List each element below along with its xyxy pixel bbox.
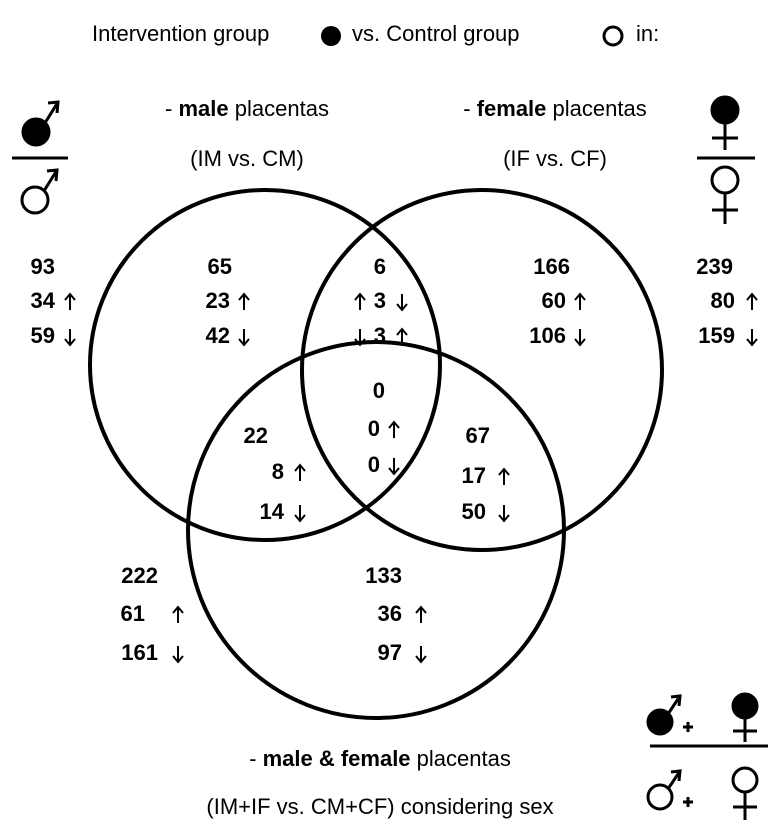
female-cross	[733, 718, 757, 742]
arrow-down	[415, 646, 427, 664]
header-suffix: in:	[636, 21, 659, 46]
region-total: 67	[466, 423, 490, 448]
region-count: 97	[378, 640, 402, 665]
female-open	[710, 165, 740, 195]
arrow-down	[388, 458, 400, 476]
region-total: 133	[365, 563, 402, 588]
male-filled	[646, 708, 674, 736]
header-intervention: Intervention group	[92, 21, 269, 46]
arrow-up	[64, 292, 76, 310]
female-open	[731, 766, 759, 794]
plus	[683, 797, 693, 807]
region-count: 17	[462, 463, 486, 488]
region-count: 36	[378, 601, 402, 626]
arrow-up	[238, 292, 250, 310]
set-label: - male & female placentas	[249, 746, 511, 771]
region-count: 0	[368, 416, 380, 441]
male-symbol-fraction	[12, 100, 68, 215]
arrow-up	[574, 292, 586, 310]
region-count: 60	[542, 288, 566, 313]
dash: -	[165, 96, 172, 121]
male-arrow	[666, 694, 682, 715]
female-circle	[300, 188, 664, 552]
region-count: 159	[698, 323, 735, 348]
region-total: 166	[533, 254, 570, 279]
region-total: 93	[31, 254, 55, 279]
arrow-down	[238, 329, 250, 347]
arrow-down	[354, 329, 366, 347]
arrow-down	[498, 505, 510, 523]
region-total: 0	[373, 378, 385, 403]
region-total: 6	[374, 254, 386, 279]
set-comparison: (IM vs. CM)	[190, 146, 304, 171]
set-label: - female placentas	[463, 96, 646, 121]
female-symbol-fraction	[697, 95, 755, 224]
region-count: 61	[121, 601, 145, 626]
region-total: 22	[244, 423, 268, 448]
female-cross	[712, 123, 738, 150]
arrow-up	[388, 420, 400, 438]
arrow-down	[294, 505, 306, 523]
male-arrow	[42, 168, 59, 192]
region-total: 239	[696, 254, 733, 279]
region-count: 106	[529, 323, 566, 348]
arrow-up	[396, 327, 408, 345]
combined-circle	[186, 340, 566, 720]
male-arrow	[43, 100, 60, 124]
male-open	[20, 185, 50, 215]
arrow-up	[354, 292, 366, 310]
rest: placentas	[417, 746, 511, 771]
region-total: 222	[121, 563, 158, 588]
region-count: 161	[121, 640, 158, 665]
dash: -	[463, 96, 470, 121]
region-count: 23	[206, 288, 230, 313]
arrow-up	[498, 467, 510, 485]
region-count: 14	[260, 499, 285, 524]
open-circle-icon	[602, 25, 624, 47]
female-cross	[712, 193, 738, 224]
male-open	[646, 783, 674, 811]
female-filled	[731, 692, 759, 720]
region-count: 50	[462, 499, 486, 524]
set-label: - male placentas	[165, 96, 329, 121]
filled-circle-icon	[321, 26, 341, 46]
region-total: 65	[208, 254, 232, 279]
male-circle	[88, 188, 442, 542]
region-count: 42	[206, 323, 230, 348]
venn-circles	[88, 188, 664, 720]
male-filled	[21, 117, 51, 147]
arrow-up	[415, 605, 427, 623]
rest: placentas	[235, 96, 329, 121]
female-cross	[733, 792, 757, 820]
header-control: vs. Control group	[352, 21, 520, 46]
arrow-down	[574, 329, 586, 347]
region-count: 59	[31, 323, 55, 348]
bold: male & female	[263, 746, 411, 771]
arrow-down	[172, 646, 184, 664]
bold: male	[178, 96, 228, 121]
rest: placentas	[553, 96, 647, 121]
bold: female	[477, 96, 547, 121]
arrow-down	[746, 329, 758, 347]
region-count: 34	[31, 288, 56, 313]
plus	[683, 722, 693, 732]
arrow-down	[64, 329, 76, 347]
arrow-up	[172, 605, 184, 623]
arrow-down	[396, 294, 408, 312]
region-count: 0	[368, 452, 380, 477]
region-count: 80	[711, 288, 735, 313]
combined-symbol-fraction	[646, 692, 768, 820]
set-comparison: (IM+IF vs. CM+CF) considering sex	[206, 794, 553, 819]
dash: -	[249, 746, 256, 771]
male-arrow	[666, 769, 682, 790]
set-comparison: (IF vs. CF)	[503, 146, 607, 171]
region-count: 8	[272, 459, 284, 484]
region-count: 3	[374, 323, 386, 348]
female-filled	[710, 95, 740, 125]
arrow-up	[294, 463, 306, 481]
arrow-up	[746, 292, 758, 310]
region-count: 3	[374, 288, 386, 313]
